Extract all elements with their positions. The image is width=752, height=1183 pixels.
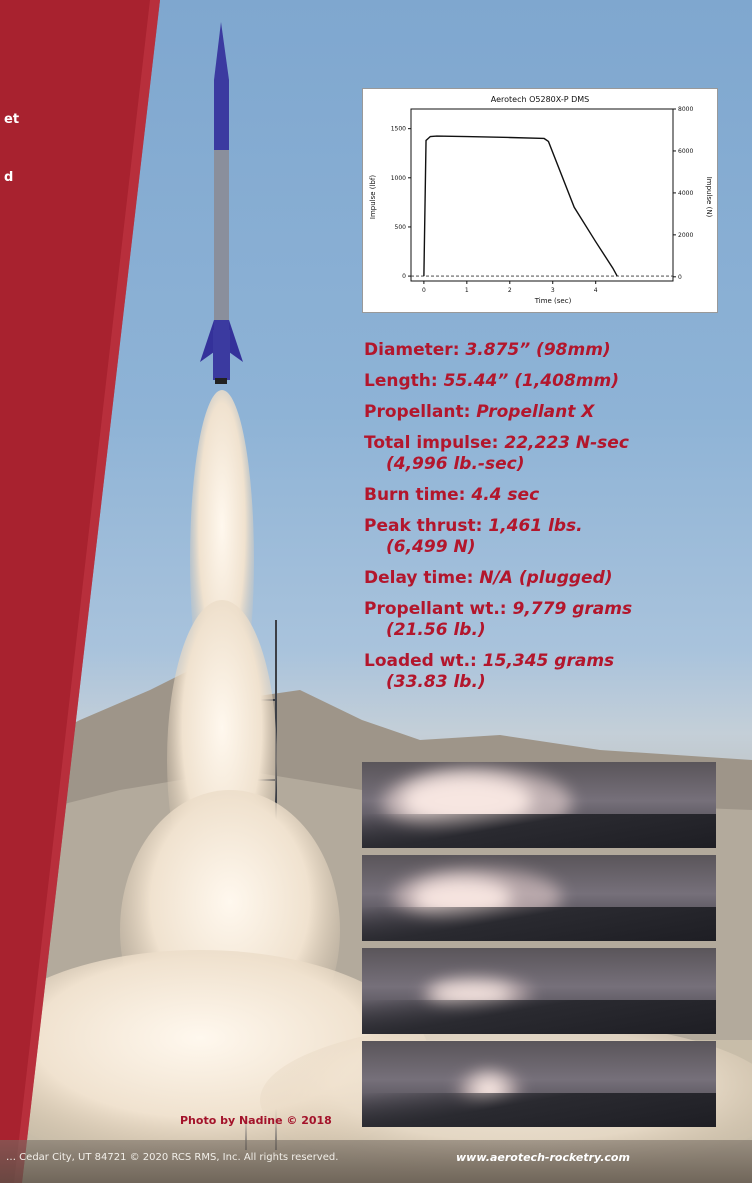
- spec-value: N/A (plugged): [479, 568, 613, 588]
- static-test-frame: [362, 762, 716, 848]
- spec-value: 55.44” (1,408mm): [443, 371, 619, 391]
- x-tick-label: 0: [422, 287, 426, 294]
- spec-label: Peak thrust:: [364, 516, 489, 536]
- spec-value: 4.4 sec: [471, 485, 540, 505]
- footer-bar: … Cedar City, UT 84721 © 2020 RCS RMS, I…: [0, 1140, 752, 1183]
- y2-tick-label: 0: [678, 274, 682, 281]
- spec-label: Total impulse:: [364, 433, 505, 453]
- y2-tick-label: 4000: [678, 190, 693, 197]
- spec-list: Diameter: 3.875” (98mm) Length: 55.44” (1…: [364, 340, 744, 703]
- spec-value-continued: (4,996 lb.-sec): [386, 454, 525, 474]
- spec-item: Propellant wt.: 9,779 grams (21.56 lb.): [364, 599, 744, 641]
- rocket-icon: [200, 22, 243, 384]
- spec-item: Total impulse: 22,223 N-sec (4,996 lb.-se…: [364, 433, 744, 475]
- footer-copyright: … Cedar City, UT 84721 © 2020 RCS RMS, I…: [6, 1152, 339, 1163]
- spec-item: Peak thrust: 1,461 lbs. (6,499 N): [364, 516, 744, 558]
- footer-website-link[interactable]: www.aerotech-rocketry.com: [456, 1151, 630, 1164]
- spec-value: Propellant X: [476, 402, 595, 422]
- x-axis-label: Time (sec): [534, 297, 572, 305]
- x-tick-label: 3: [551, 287, 555, 294]
- thrust-curve-line: [423, 135, 618, 277]
- chart-svg: Aerotech O5280X-P DMS Time (sec) Impulse…: [369, 95, 713, 305]
- photo-credit: Photo by Nadine © 2018: [180, 1114, 332, 1127]
- spec-item: Burn time: 4.4 sec: [364, 485, 744, 506]
- spec-label: Burn time:: [364, 485, 472, 505]
- spec-item: Propellant: Propellant X: [364, 402, 744, 423]
- spec-label: Propellant:: [364, 402, 477, 422]
- y-tick-label: 0: [402, 273, 406, 280]
- static-test-frame: [362, 948, 716, 1034]
- y-tick-label: 1500: [391, 126, 406, 133]
- chart-title: Aerotech O5280X-P DMS: [491, 95, 589, 104]
- thrust-curve-chart: Aerotech O5280X-P DMS Time (sec) Impulse…: [362, 88, 718, 313]
- banner-text-fragment: d: [4, 170, 14, 185]
- spec-value: 3.875” (98mm): [465, 340, 611, 360]
- spec-value: 9,779 grams: [512, 599, 633, 619]
- spec-value: 1,461 lbs.: [488, 516, 583, 536]
- y-axis-label: Impulse (lbf): [369, 175, 377, 219]
- y2-axis-label: Impulse (N): [705, 177, 713, 218]
- y-tick-label: 500: [395, 224, 407, 231]
- y-tick-label: 1000: [391, 175, 406, 182]
- spec-label: Loaded wt.:: [364, 651, 483, 671]
- spec-label: Propellant wt.:: [364, 599, 513, 619]
- spec-item: Length: 55.44” (1,408mm): [364, 371, 744, 392]
- spec-item: Delay time: N/A (plugged): [364, 568, 744, 589]
- spec-value-continued: (33.83 lb.): [386, 672, 486, 692]
- spec-value-continued: (21.56 lb.): [386, 620, 486, 640]
- spec-label: Delay time:: [364, 568, 480, 588]
- static-test-frame: [362, 1041, 716, 1127]
- plot-frame: [410, 108, 674, 282]
- x-tick-label: 2: [508, 287, 512, 294]
- x-tick-label: 4: [594, 287, 598, 294]
- y2-tick-label: 6000: [678, 148, 693, 155]
- spec-value-continued: (6,499 N): [386, 537, 476, 557]
- y2-tick-label: 2000: [678, 232, 693, 239]
- spec-value: 22,223 N-sec: [504, 433, 629, 453]
- spec-item: Loaded wt.: 15,345 grams (33.83 lb.): [364, 651, 744, 693]
- spec-label: Length:: [364, 371, 444, 391]
- spec-label: Diameter:: [364, 340, 466, 360]
- spec-value: 15,345 grams: [482, 651, 615, 671]
- spec-item: Diameter: 3.875” (98mm): [364, 340, 744, 361]
- y2-tick-label: 8000: [678, 106, 693, 113]
- banner-text-fragment: et: [4, 112, 20, 127]
- static-test-frame: [362, 855, 716, 941]
- static-test-photos: [362, 762, 716, 1134]
- x-tick-label: 1: [465, 287, 469, 294]
